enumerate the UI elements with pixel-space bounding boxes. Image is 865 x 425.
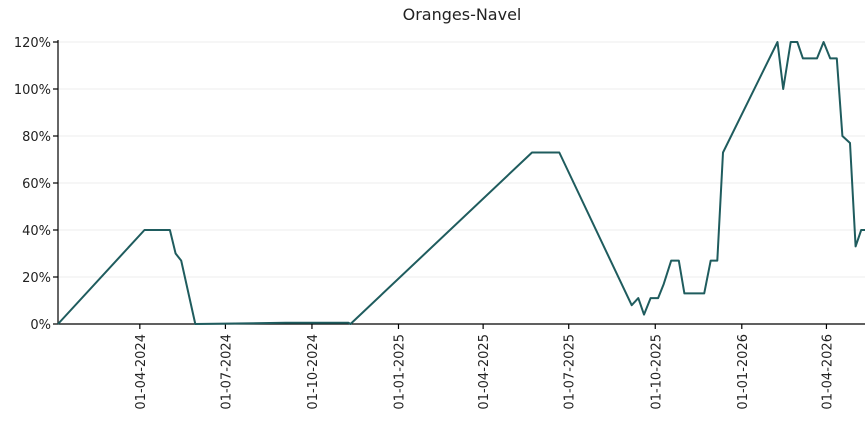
x-tick-label: 01-01-2025 [392,334,407,410]
y-tick-label: 0% [30,318,51,333]
chart-title: Oranges-Navel [403,5,522,24]
x-tick-label: 01-04-2026 [820,334,835,410]
x-tick-label: 01-07-2025 [563,334,578,410]
x-tick-label: 01-07-2024 [219,334,234,410]
y-tick-label: 20% [22,271,51,286]
x-tick-label: 01-04-2024 [134,334,149,410]
x-tick-label: 01-10-2024 [306,334,321,410]
data-line [57,41,865,325]
y-tick-label: 80% [22,130,51,145]
x-tick-label: 01-04-2025 [477,334,492,410]
x-tick-label: 01-01-2026 [736,334,751,410]
y-tick-label: 60% [22,177,51,192]
x-tick-label: 01-10-2025 [649,334,664,410]
y-tick-label: 40% [22,224,51,239]
y-tick-label: 100% [14,83,51,98]
y-tick-label: 120% [14,36,51,51]
